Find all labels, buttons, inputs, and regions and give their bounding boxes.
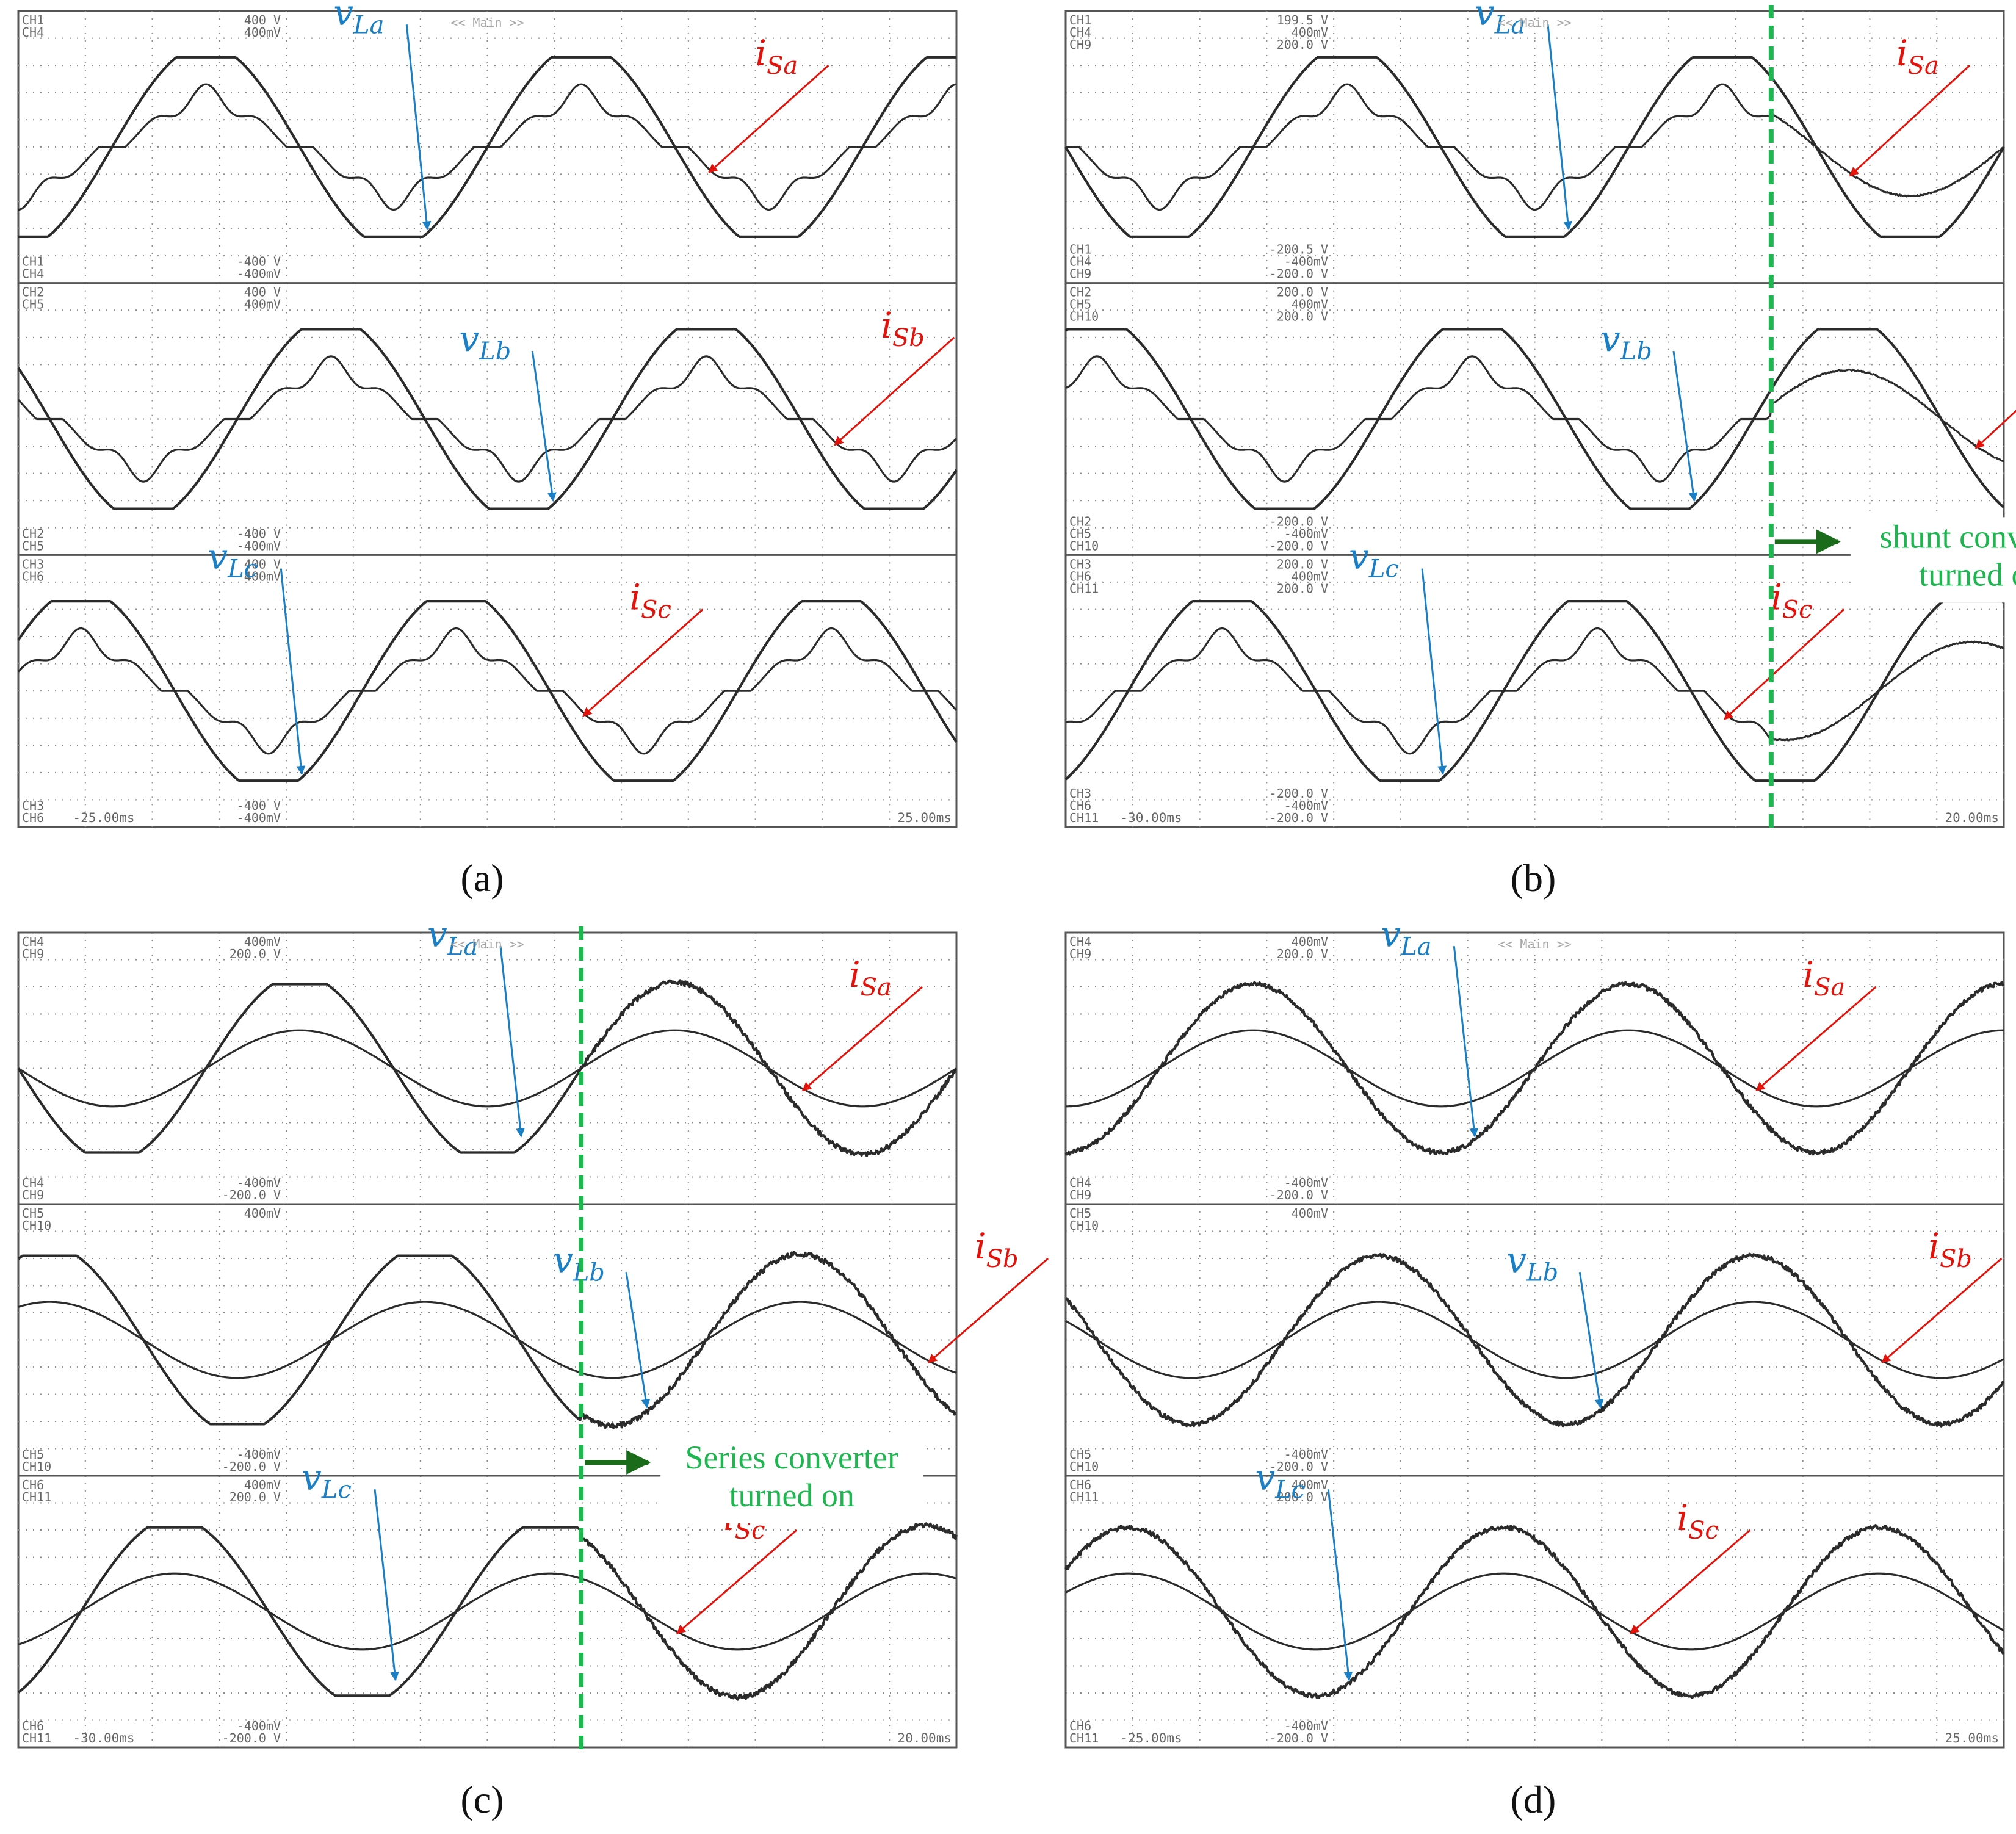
scale-label: -200.0 V bbox=[1270, 538, 1328, 553]
channel-label: CH11 bbox=[1069, 1490, 1099, 1504]
scale-label: -200.0 V bbox=[1270, 1731, 1328, 1746]
scale-label: -200.0 V bbox=[222, 1731, 281, 1746]
scale-label: -200.0 V bbox=[222, 1188, 281, 1202]
main-label: << Main >> bbox=[450, 937, 524, 951]
channel-label: CH9 bbox=[1069, 267, 1091, 281]
channel-label: CH10 bbox=[1069, 538, 1099, 553]
channel-label: CH10 bbox=[1069, 309, 1099, 324]
channel-label: CH4 bbox=[22, 267, 44, 281]
x-tick-label-start: -25.00ms bbox=[73, 810, 134, 825]
label-vLa: vLa bbox=[1381, 913, 1431, 961]
main-label: << Main >> bbox=[1498, 15, 1571, 30]
channel-label: CH10 bbox=[22, 1459, 51, 1474]
channel-label: CH11 bbox=[1069, 810, 1099, 825]
channel-label: CH5 bbox=[22, 538, 44, 553]
panel-c: CH4CH9400mV200.0 VCH4CH9-400mV-200.0 VvL… bbox=[18, 913, 1048, 1753]
scale-label: 400mV bbox=[244, 25, 281, 40]
subfigure-label-d: (d) bbox=[1511, 1778, 1556, 1821]
subfigure-label-a: (a) bbox=[460, 856, 504, 900]
main-label: << Main >> bbox=[1498, 937, 1571, 951]
scale-label: -400mV bbox=[237, 810, 281, 825]
channel-label: CH11 bbox=[1069, 1731, 1099, 1746]
channel-label: CH11 bbox=[22, 1490, 51, 1504]
x-tick-label-start: -30.00ms bbox=[73, 1731, 134, 1746]
panel-a: CH1CH4400 V400mVCH1CH4-400 V-400mVvLaiSa… bbox=[18, 0, 956, 827]
channel-label: CH10 bbox=[22, 1218, 51, 1233]
event-label-line: turned on bbox=[1919, 556, 2016, 593]
subfigure-label-c: (c) bbox=[460, 1778, 504, 1821]
scale-label: -200.0 V bbox=[1270, 1459, 1328, 1474]
channel-label: CH6 bbox=[22, 569, 44, 583]
x-tick-label-start: -25.00ms bbox=[1120, 1731, 1182, 1746]
channel-label: CH6 bbox=[22, 810, 44, 825]
scale-label: 400mV bbox=[244, 297, 281, 312]
scale-label: -200.0 V bbox=[222, 1459, 281, 1474]
scale-label: -400mV bbox=[237, 267, 281, 281]
scale-label: 400mV bbox=[244, 1206, 281, 1221]
scale-label: -200.0 V bbox=[1270, 1188, 1328, 1202]
event-label-line: Series converter bbox=[685, 1439, 898, 1476]
panel-d: CH4CH9400mV200.0 VCH4CH9-400mV-200.0 VvL… bbox=[1066, 913, 2004, 1747]
channel-label: CH9 bbox=[1069, 37, 1091, 52]
event-label-line: turned on bbox=[729, 1477, 854, 1514]
scale-label: 400mV bbox=[1292, 1206, 1328, 1221]
x-tick-label-end: 25.00ms bbox=[897, 810, 952, 825]
channel-label: CH9 bbox=[22, 947, 44, 961]
scale-label: -200.0 V bbox=[1270, 267, 1328, 281]
scale-label: 200.0 V bbox=[229, 947, 281, 961]
main-label: << Main >> bbox=[450, 15, 524, 30]
channel-label: CH10 bbox=[1069, 1459, 1099, 1474]
scale-label: 200.0 V bbox=[1277, 581, 1328, 596]
scale-label: -200.0 V bbox=[1270, 810, 1328, 825]
oscilloscope-figure: CH1CH4400 V400mVCH1CH4-400 V-400mVvLaiSa… bbox=[0, 0, 2016, 1834]
channel-label: CH9 bbox=[22, 1188, 44, 1202]
scale-label: -400mV bbox=[237, 538, 281, 553]
channel-label: CH9 bbox=[1069, 947, 1091, 961]
x-tick-label-end: 25.00ms bbox=[1945, 1731, 1999, 1746]
scale-label: 200.0 V bbox=[1277, 37, 1328, 52]
scale-label: 200.0 V bbox=[1277, 947, 1328, 961]
channel-label: CH11 bbox=[22, 1731, 51, 1746]
event-label-line: shunt converter bbox=[1880, 518, 2016, 555]
channel-label: CH5 bbox=[22, 297, 44, 312]
channel-label: CH11 bbox=[1069, 581, 1099, 596]
subfigure-label-b: (b) bbox=[1511, 856, 1556, 900]
label-iSb: iSb bbox=[975, 1226, 1019, 1273]
x-tick-label-end: 20.00ms bbox=[897, 1731, 952, 1746]
channel-label: CH9 bbox=[1069, 1188, 1091, 1202]
figure-stage: CH1 CH4 400 V 400mV CH1 CH4 -400 V -400mV vLa iSa… bbox=[0, 0, 2016, 1834]
channel-label: CH4 bbox=[22, 25, 44, 40]
x-tick-label-start: -30.00ms bbox=[1120, 810, 1182, 825]
x-tick-label-end: 20.00ms bbox=[1945, 810, 1999, 825]
scale-label: 200.0 V bbox=[229, 1490, 281, 1504]
channel-label: CH10 bbox=[1069, 1218, 1099, 1233]
scale-label: 200.0 V bbox=[1277, 309, 1328, 324]
panel-b: CH1CH4CH9199.5 V400mV200.0 VCH1CH4CH9-20… bbox=[1066, 0, 2016, 833]
